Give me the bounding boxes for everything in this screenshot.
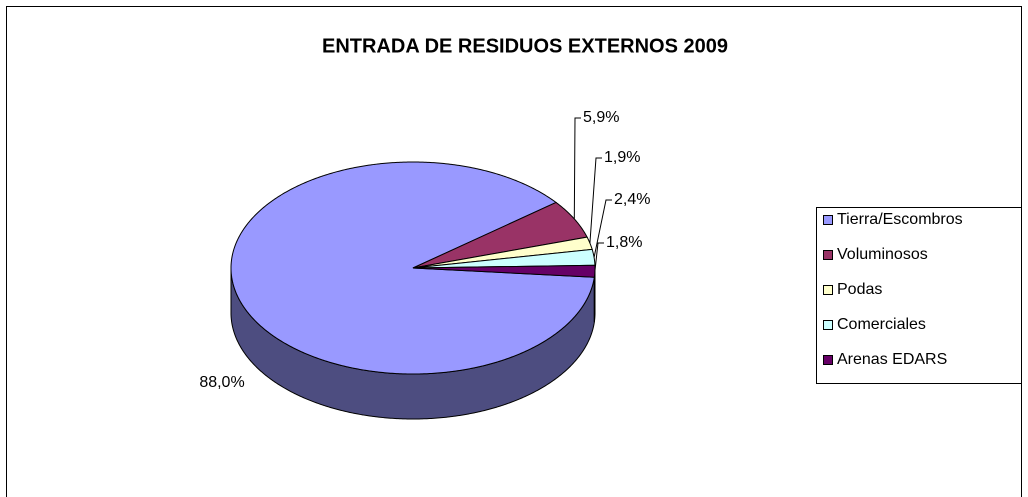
- leader-line: [593, 199, 612, 258]
- legend-label: Comerciales: [837, 316, 926, 333]
- legend-swatch: [823, 215, 833, 225]
- data-label: 1,8%: [606, 234, 642, 251]
- pie-slice: [230, 161, 595, 375]
- legend-label: Voluminosos: [837, 246, 928, 263]
- data-label: 1,9%: [604, 149, 640, 166]
- leader-line: [594, 242, 604, 272]
- pie-slice: [412, 201, 588, 269]
- leader-line: [589, 157, 602, 244]
- legend-label: Podas: [837, 281, 882, 298]
- legend-swatch: [823, 285, 833, 295]
- data-label: 88,0%: [199, 374, 244, 391]
- chart-title: ENTRADA DE RESIDUOS EXTERNOS 2009: [322, 35, 728, 57]
- legend-label: Arenas EDARS: [837, 351, 947, 368]
- leader-line: [573, 117, 581, 219]
- data-label: 2,4%: [614, 191, 650, 208]
- legend-box: [816, 207, 1022, 384]
- legend-swatch: [823, 320, 833, 330]
- legend-label: Tierra/Escombros: [837, 211, 963, 228]
- legend-swatch: [823, 355, 833, 365]
- data-label: 5,9%: [583, 109, 619, 126]
- legend-swatch: [823, 250, 833, 260]
